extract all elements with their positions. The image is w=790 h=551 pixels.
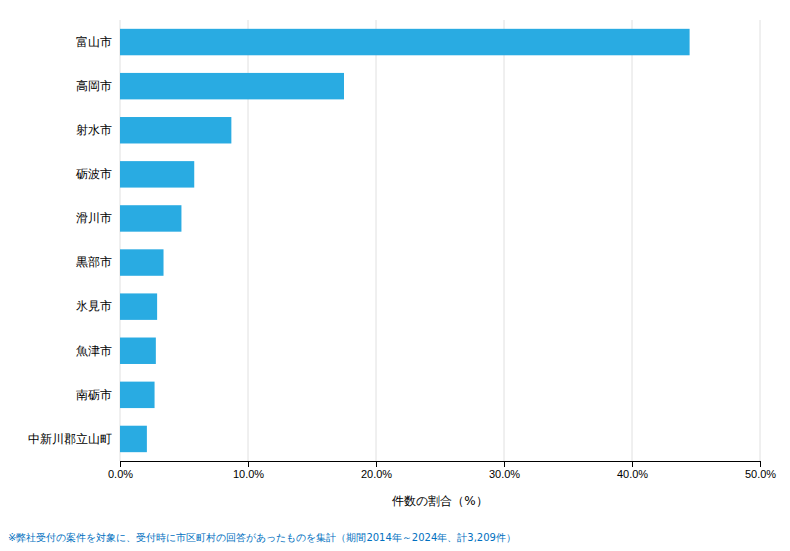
x-axis-title: 件数の割合（%）	[392, 494, 487, 508]
bar	[120, 338, 156, 364]
x-tick-mark	[376, 461, 377, 467]
y-tick: 南砺市	[76, 388, 112, 402]
bar	[120, 382, 155, 408]
grid-line	[632, 20, 633, 461]
bar	[120, 161, 194, 187]
plot: 0.0% 10.0% 20.0% 30.0% 40.0% 50.0% 富山市高岡市射水市砺波…	[28, 20, 776, 480]
y-tick-label: 魚津市	[76, 344, 112, 358]
y-tick-label: 氷見市	[76, 299, 112, 313]
grid-line	[376, 20, 377, 461]
grid-line	[760, 20, 761, 461]
y-tick-label: 黒部市	[76, 255, 112, 269]
y-tick-label: 富山市	[76, 35, 112, 49]
y-tick-label: 南砺市	[76, 388, 112, 402]
x-tick-label: 0.0%	[108, 468, 133, 480]
x-tick-mark	[504, 461, 505, 467]
y-tick: 高岡市	[76, 79, 112, 93]
bar	[120, 205, 181, 231]
x-tick-mark	[120, 461, 121, 467]
chart: 0.0% 10.0% 20.0% 30.0% 40.0% 50.0% 富山市高岡市射水市砺波…	[0, 0, 790, 551]
footnote: ※弊社受付の案件を対象に、受付時に市区町村の回答があったものを集計（期間2014…	[8, 532, 516, 543]
x-tick: 20.0%	[361, 461, 392, 480]
y-tick: 射水市	[76, 123, 112, 137]
y-tick: 魚津市	[76, 344, 112, 358]
x-axis: 0.0% 10.0% 20.0% 30.0% 40.0% 50.0%	[108, 461, 776, 480]
x-tick-label: 50.0%	[745, 468, 776, 480]
y-tick: 氷見市	[76, 299, 112, 313]
grid	[120, 20, 760, 461]
x-tick-mark	[248, 461, 249, 467]
y-tick: 滑川市	[76, 211, 112, 225]
y-tick: 富山市	[76, 35, 112, 49]
bars	[120, 29, 690, 452]
bar	[120, 293, 157, 319]
grid-line	[504, 20, 505, 461]
x-tick: 10.0%	[233, 461, 264, 480]
bar	[120, 117, 231, 143]
bar	[120, 73, 344, 99]
x-tick: 30.0%	[489, 461, 520, 480]
x-tick: 40.0%	[617, 461, 648, 480]
x-tick-label: 30.0%	[489, 468, 520, 480]
x-tick-label: 20.0%	[361, 468, 392, 480]
y-tick-label: 射水市	[76, 123, 112, 137]
bar	[120, 29, 690, 55]
x-tick-label: 40.0%	[617, 468, 648, 480]
y-tick-label: 中新川郡立山町	[28, 432, 112, 446]
x-tick-label: 10.0%	[233, 468, 264, 480]
y-tick: 中新川郡立山町	[28, 432, 112, 446]
x-tick-mark	[632, 461, 633, 467]
y-axis: 富山市高岡市射水市砺波市滑川市黒部市氷見市魚津市南砺市中新川郡立山町	[28, 35, 112, 446]
y-tick-label: 高岡市	[76, 79, 112, 93]
x-tick: 0.0%	[108, 461, 133, 480]
y-tick-label: 滑川市	[76, 211, 112, 225]
x-tick-mark	[760, 461, 761, 467]
y-tick-label: 砺波市	[75, 167, 112, 181]
x-axis-line	[121, 462, 761, 468]
bar	[120, 249, 164, 275]
bar	[120, 426, 147, 452]
y-tick: 砺波市	[75, 167, 112, 181]
y-tick: 黒部市	[76, 255, 112, 269]
x-tick: 50.0%	[745, 461, 776, 480]
